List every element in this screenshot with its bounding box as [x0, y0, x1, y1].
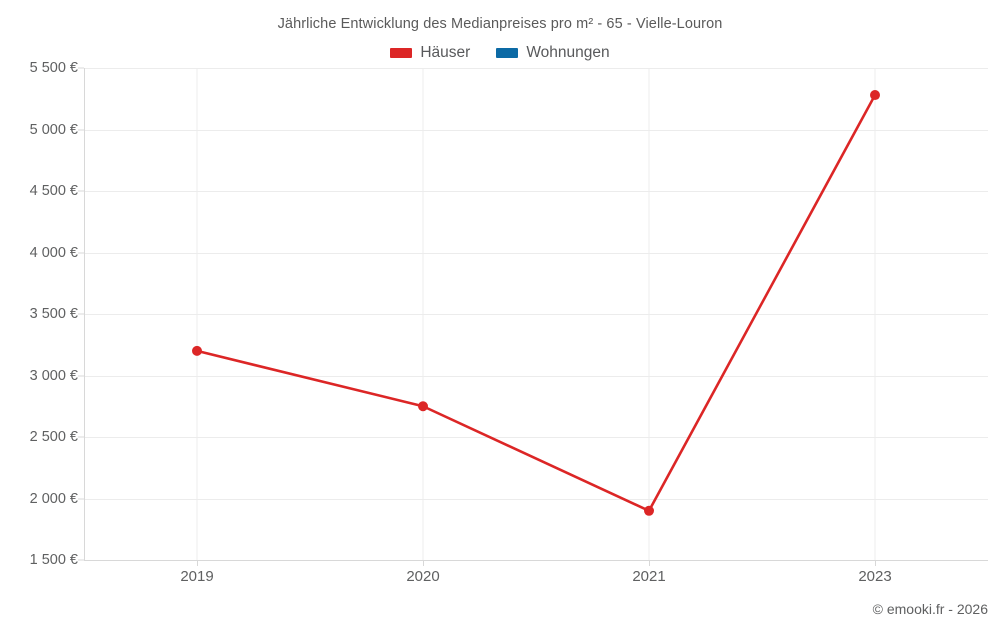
y-axis-tick-mark: [78, 436, 84, 438]
y-axis-tick-label: 2 500 €: [29, 429, 78, 445]
x-axis-tick-mark: [197, 560, 198, 566]
y-axis-tick-label: 1 500 €: [29, 552, 78, 568]
legend-label: Häuser: [420, 44, 471, 61]
y-axis-tick-mark: [78, 498, 84, 499]
gridline-y: [84, 314, 988, 315]
legend-swatch-icon: [390, 48, 413, 58]
y-axis-tick-mark: [78, 67, 84, 69]
gridline-y: [84, 375, 988, 377]
y-axis-line: [84, 68, 85, 560]
footer-credit: © emooki.fr - 2026: [872, 601, 988, 617]
y-axis-tick-label: 2 000 €: [29, 490, 78, 507]
x-axis-tick-mark: [423, 560, 424, 566]
y-axis-tick-label: 3 000 €: [29, 367, 78, 384]
gridline-y: [84, 252, 988, 254]
x-axis-line: [84, 560, 988, 561]
y-axis-tick-label: 5 500 €: [29, 60, 78, 76]
data-point-marker[interactable]: [870, 90, 880, 101]
chart-title: Jährliche Entwicklung des Medianpreises …: [277, 16, 723, 32]
y-axis-tick-mark: [78, 313, 84, 315]
x-axis-tick-label: 2021: [632, 568, 666, 585]
x-axis-tick-mark: [649, 560, 650, 566]
y-axis-tick-mark: [78, 190, 84, 192]
y-axis-tick-label: 4 000 €: [29, 244, 78, 261]
y-axis-tick-label: 3 500 €: [29, 306, 78, 322]
chart-legend: Häuser Wohnungen: [0, 44, 1000, 62]
gridline-y: [84, 498, 988, 500]
y-axis-tick-mark: [78, 129, 84, 130]
x-axis-tick-label: 2023: [858, 568, 892, 585]
legend-swatch-icon: [496, 48, 519, 58]
y-axis-tick-mark: [78, 375, 84, 376]
y-axis-tick-label: 5 000 €: [29, 121, 78, 138]
legend-item-1[interactable]: Häuser: [390, 44, 470, 62]
plot-area: [84, 68, 988, 561]
gridline-y: [84, 68, 988, 69]
gridline-y: [84, 191, 988, 192]
data-point-marker[interactable]: [644, 505, 654, 516]
legend-label: Wohnungen: [526, 44, 610, 61]
y-axis-tick-mark: [78, 252, 84, 253]
y-axis-tick-mark: [78, 559, 84, 561]
gridline-y: [84, 129, 988, 131]
y-axis-tick-label: 4 500 €: [29, 183, 78, 199]
x-axis-tick-label: 2019: [180, 568, 214, 585]
gridline-y: [84, 437, 988, 438]
legend-item-2[interactable]: Wohnungen: [496, 44, 610, 62]
x-axis-tick-mark: [875, 560, 876, 566]
x-axis-tick-label: 2020: [406, 568, 440, 585]
data-point-marker[interactable]: [192, 345, 202, 356]
data-point-marker[interactable]: [418, 401, 428, 412]
